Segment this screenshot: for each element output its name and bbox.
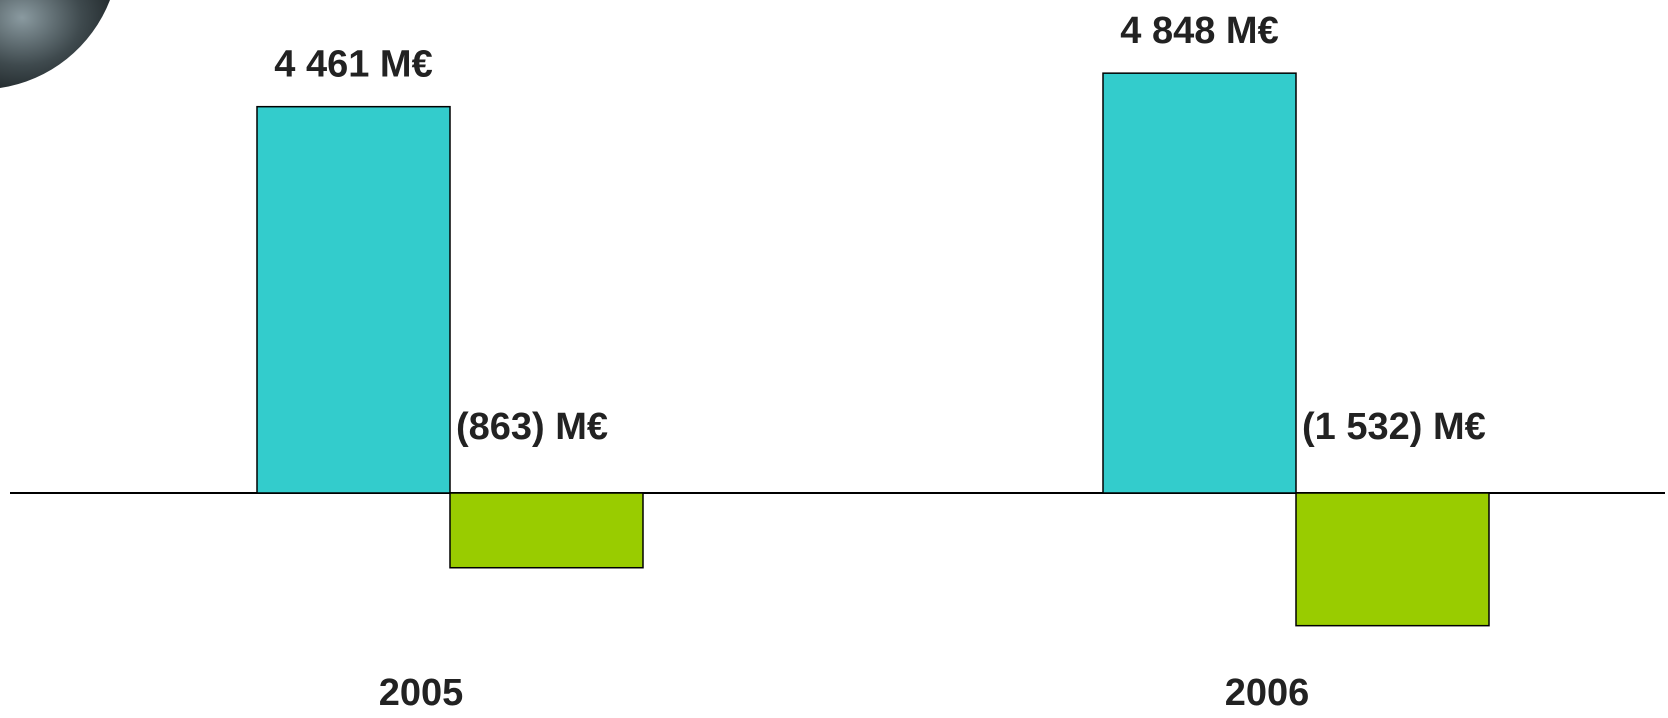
chart: 4 461 M€ (863) M€ 2005 4 848 M€ (1 532) M€ 20… bbox=[0, 0, 1668, 718]
bar bbox=[257, 107, 450, 493]
bar bbox=[450, 493, 643, 568]
x-tick-label: 2006 bbox=[1225, 672, 1310, 714]
x-tick-label: 2005 bbox=[379, 672, 464, 714]
value-label: (1 532) M€ bbox=[1302, 406, 1486, 448]
value-label: 4 461 M€ bbox=[274, 44, 432, 86]
page: 4 461 M€ (863) M€ 2005 4 848 M€ (1 532) M€ 20… bbox=[0, 0, 1668, 718]
bar bbox=[1296, 493, 1489, 626]
bar bbox=[1103, 73, 1296, 493]
value-label: 4 848 M€ bbox=[1120, 10, 1278, 52]
decorative-image bbox=[0, 0, 110, 88]
value-label: (863) M€ bbox=[456, 406, 608, 448]
